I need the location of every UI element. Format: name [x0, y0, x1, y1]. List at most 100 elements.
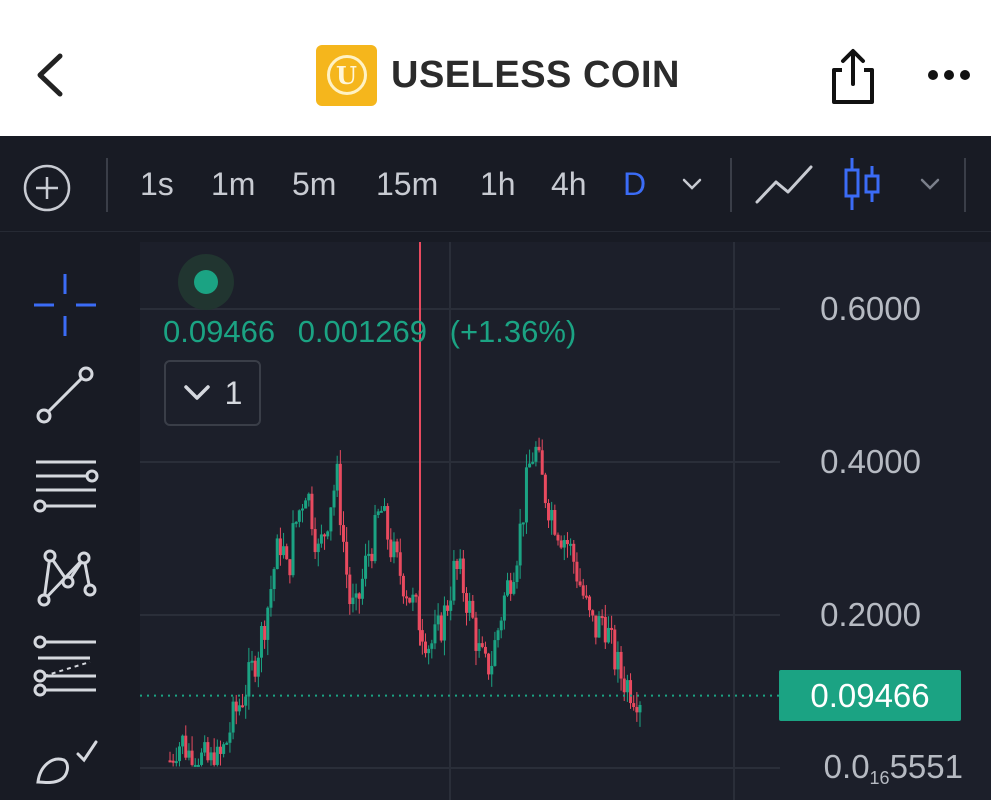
candle-body: [282, 546, 286, 556]
chevron-down-icon[interactable]: [918, 176, 942, 192]
candle-body: [408, 597, 412, 603]
coin-title: U USELESS COIN: [316, 44, 680, 106]
candle-body: [231, 701, 235, 733]
candle-body: [401, 575, 405, 597]
candle-body: [209, 752, 213, 761]
candle-body: [272, 569, 276, 590]
candle-body: [518, 523, 522, 566]
candle-body: [591, 610, 595, 616]
candle-body: [619, 651, 623, 679]
coin-logo-letter: U: [336, 60, 357, 90]
candle-body: [534, 446, 538, 462]
candle-body: [398, 552, 402, 576]
candle-body: [329, 507, 333, 532]
candle-body: [524, 467, 528, 523]
candle-body: [203, 742, 207, 753]
candle-body: [569, 543, 573, 546]
candle-body: [613, 629, 617, 670]
candle-body: [367, 553, 371, 556]
candle-body: [449, 600, 453, 611]
line-chart-icon[interactable]: [754, 162, 814, 206]
interval-5m[interactable]: 5m: [292, 166, 337, 202]
candle-body: [294, 521, 298, 524]
more-horizontal-icon[interactable]: [927, 60, 971, 90]
candle-body: [477, 643, 481, 651]
indicator-collapse-button[interactable]: 1: [164, 360, 261, 426]
candle-body: [345, 541, 349, 575]
candle-body: [382, 506, 386, 511]
candle-body: [310, 493, 314, 530]
interval-1s[interactable]: 1s: [140, 166, 174, 202]
chevron-down-icon[interactable]: [680, 176, 704, 192]
candle-body: [606, 627, 610, 643]
candle-body: [253, 660, 257, 677]
indicator-count: 1: [224, 374, 243, 411]
price-chart[interactable]: 0.09466 0.001269 (+1.36%) 1 0.6000 0.400…: [140, 242, 991, 800]
y-axis-label: 0.4000: [820, 443, 921, 480]
candle-body: [543, 474, 547, 504]
y-axis-label: 0.6000: [820, 290, 921, 327]
fib-icon[interactable]: [30, 632, 100, 702]
candle-body: [600, 616, 604, 619]
candle-body: [405, 596, 409, 599]
interval-d[interactable]: D: [623, 166, 647, 202]
candle-body: [455, 560, 459, 570]
page-title: USELESS COIN: [391, 53, 680, 96]
candle-body: [348, 574, 352, 605]
toolbar-divider: [106, 158, 108, 212]
candle-body: [247, 662, 251, 697]
drawing-tools-sidebar: [0, 242, 130, 800]
legend-price: 0.09466: [163, 314, 276, 349]
candle-body: [414, 594, 418, 597]
candle-body: [622, 678, 626, 693]
candlestick-icon[interactable]: [842, 156, 882, 212]
candle-body: [313, 529, 317, 553]
candle-body: [547, 503, 551, 521]
chevron-left-icon[interactable]: [30, 50, 70, 100]
candle-body: [266, 607, 270, 640]
candle-body: [341, 525, 345, 542]
candlestick-chart-canvas[interactable]: [140, 242, 991, 800]
candle-body: [528, 463, 532, 468]
candle-body: [297, 510, 301, 522]
coin-logo: U: [316, 44, 377, 106]
chart-toolbar: 1s 1m 5m 15m 1h 4h D: [0, 136, 991, 232]
interval-1h[interactable]: 1h: [480, 166, 516, 202]
candle-body: [578, 581, 582, 586]
candle-body: [499, 620, 503, 631]
interval-1m[interactable]: 1m: [211, 166, 256, 202]
candle-body: [572, 543, 576, 562]
candle-body: [389, 539, 393, 558]
interval-4h[interactable]: 4h: [551, 166, 587, 202]
candle-body: [200, 752, 204, 765]
candle-body: [461, 558, 465, 594]
brush-icon[interactable]: [30, 726, 100, 796]
candle-body: [354, 593, 358, 598]
candle-body: [452, 560, 456, 601]
candle-body: [588, 596, 592, 611]
candle-body: [206, 742, 210, 761]
candle-body: [250, 660, 254, 663]
candle-body: [553, 509, 557, 535]
app-header: U USELESS COIN: [0, 0, 991, 136]
candle-body: [316, 543, 320, 553]
pattern-icon[interactable]: [30, 540, 100, 610]
share-icon[interactable]: [828, 48, 878, 106]
candle-body: [395, 541, 399, 553]
candle-body: [193, 764, 197, 767]
candle-body: [490, 665, 494, 675]
trendline-icon[interactable]: [30, 360, 100, 430]
y-axis-label: 0.2000: [820, 596, 921, 633]
candle-body: [288, 559, 292, 576]
candle-body: [190, 750, 194, 765]
horizontal-lines-icon[interactable]: [30, 450, 100, 520]
plus-circle-icon[interactable]: [22, 163, 72, 213]
interval-15m[interactable]: 15m: [376, 166, 439, 202]
candle-body: [364, 555, 368, 579]
candle-body: [184, 735, 188, 758]
candle-body: [471, 600, 475, 618]
legend-change-pct: (+1.36%): [449, 314, 577, 349]
candle-body: [326, 531, 330, 537]
crosshair-icon[interactable]: [30, 270, 100, 340]
y-axis-label: 0.0 16 5551: [824, 748, 963, 788]
